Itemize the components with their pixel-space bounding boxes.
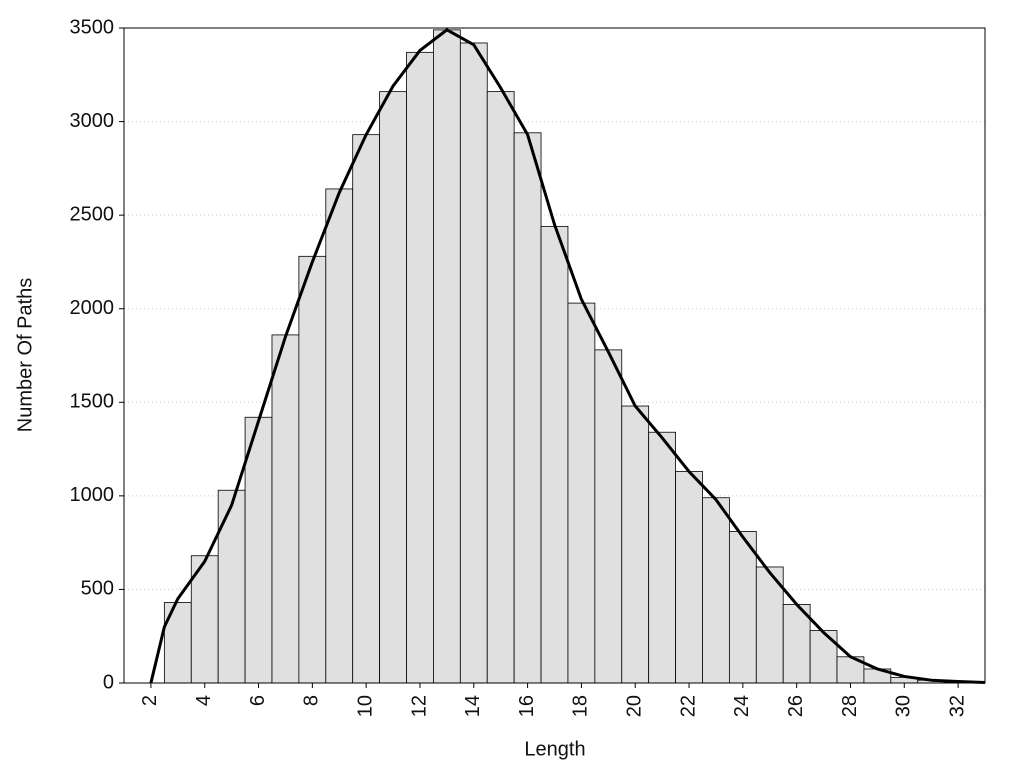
bar	[298, 255, 327, 684]
x-tick-label: 28	[839, 695, 861, 717]
bar	[352, 134, 381, 684]
y-tick-label: 0	[103, 671, 114, 693]
x-tick-label: 12	[408, 695, 430, 717]
bar	[271, 334, 300, 684]
bar	[379, 91, 407, 684]
bar	[325, 188, 354, 684]
y-tick-label: 2000	[70, 297, 115, 319]
bar	[755, 566, 784, 684]
x-tick-label: 16	[516, 695, 538, 717]
x-tick-label: 30	[893, 695, 915, 717]
bar	[621, 405, 650, 684]
bar	[163, 602, 192, 684]
x-tick-label: 24	[731, 695, 753, 717]
x-tick-label: 18	[570, 695, 592, 717]
x-tick-label: 20	[624, 695, 646, 717]
bar	[675, 471, 703, 684]
bar	[809, 630, 838, 684]
x-tick-label: 8	[301, 695, 323, 706]
x-axis-label: Length	[524, 738, 585, 760]
bar	[648, 431, 676, 684]
x-tick-label: 6	[247, 695, 269, 706]
y-tick-label: 2500	[70, 203, 115, 225]
x-tick-label: 2	[139, 695, 161, 706]
y-tick-label: 3000	[70, 110, 115, 132]
x-tick-label: 10	[354, 695, 376, 717]
bar	[567, 302, 596, 684]
y-tick-label: 3500	[70, 16, 115, 38]
x-tick-label: 22	[677, 695, 699, 717]
bar	[513, 132, 542, 684]
bar	[406, 51, 434, 684]
bar	[728, 531, 757, 684]
y-tick-label: 1000	[70, 484, 115, 506]
bar	[244, 416, 273, 684]
bar	[702, 497, 730, 684]
bar	[594, 349, 623, 684]
x-tick-label: 4	[193, 695, 215, 706]
bar	[486, 91, 515, 684]
x-tick-label: 14	[462, 695, 484, 717]
bar	[217, 489, 246, 684]
plot-frame	[123, 27, 986, 684]
bar	[433, 29, 461, 684]
bar	[459, 42, 488, 684]
bar	[540, 225, 569, 684]
density-curve	[149, 28, 986, 684]
y-tick-label: 500	[81, 578, 114, 600]
y-tick-label: 1500	[70, 391, 115, 413]
x-tick-label: 26	[785, 695, 807, 717]
y-axis-label: Number Of Paths	[14, 278, 36, 433]
bar	[190, 555, 219, 684]
x-tick-label: 32	[946, 695, 968, 717]
